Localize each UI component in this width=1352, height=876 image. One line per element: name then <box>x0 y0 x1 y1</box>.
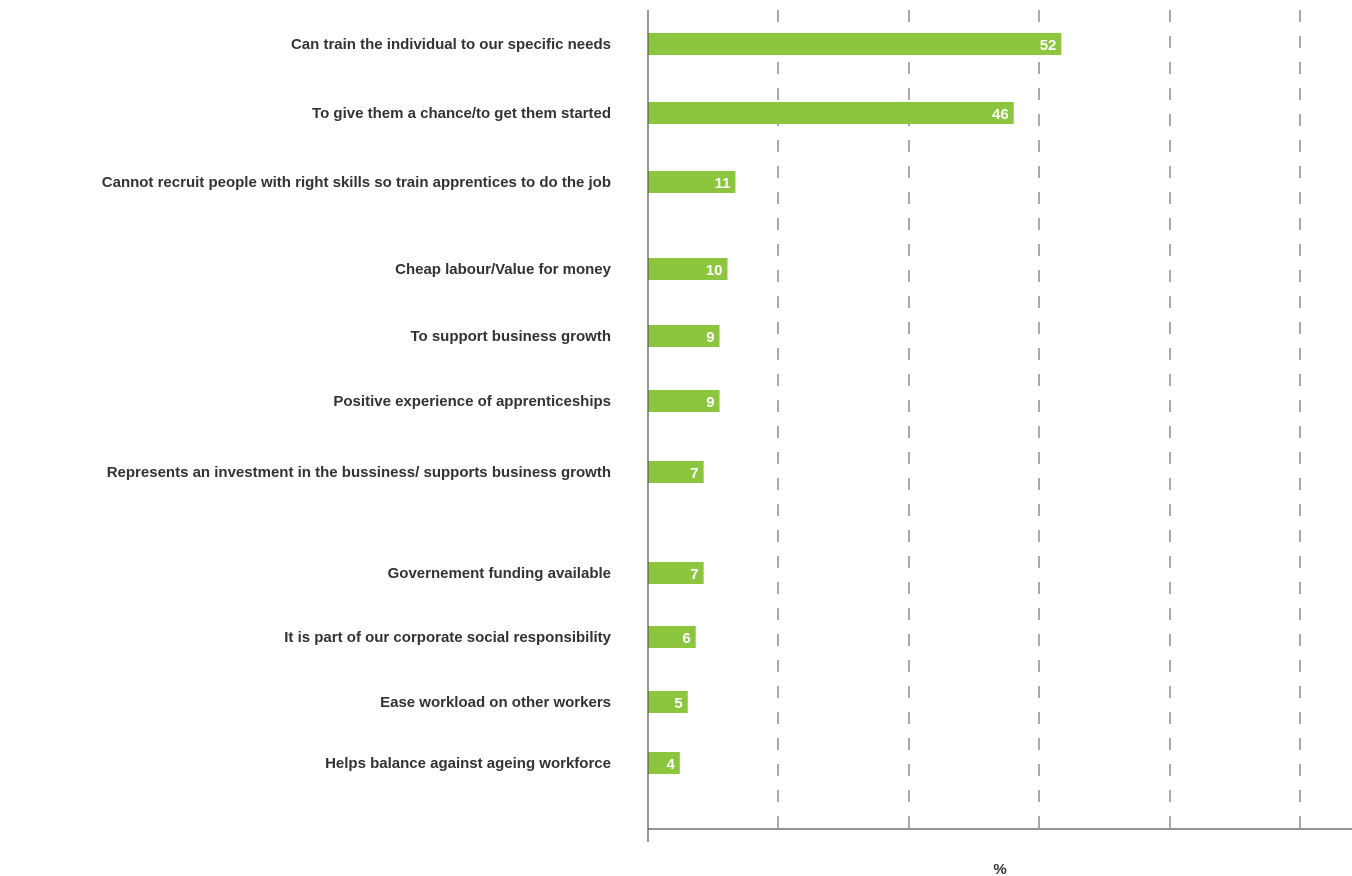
bar-5 <box>648 325 720 347</box>
data-label-4: 10 <box>706 262 723 279</box>
data-label-2: 46 <box>992 106 1009 123</box>
data-label-3: 11 <box>715 175 731 192</box>
data-label-11: 4 <box>666 756 675 773</box>
category-label-9: It is part of our corporate social respo… <box>284 629 611 646</box>
category-label-8: Governement funding available <box>388 565 611 582</box>
bar-11 <box>648 752 680 774</box>
data-label-10: 5 <box>674 695 682 712</box>
category-label-11: Helps balance against ageing workforce <box>325 755 611 772</box>
category-label-3: Cannot recruit people with right skills … <box>102 174 611 191</box>
bar-8 <box>648 562 704 584</box>
bars: 52 46 11 10 9 9 7 7 6 5 4 <box>648 33 1062 774</box>
category-label-5: To support business growth <box>410 328 611 345</box>
x-axis-label: % <box>993 861 1006 876</box>
bar-10 <box>648 691 688 713</box>
bar-6 <box>648 390 720 412</box>
category-label-2: To give them a chance/to get them starte… <box>312 105 611 122</box>
bar-9 <box>648 626 696 648</box>
data-label-6: 9 <box>706 394 714 411</box>
bar-7 <box>648 461 704 483</box>
bar-2 <box>648 102 1014 124</box>
category-labels: Can train the individual to our specific… <box>102 36 612 772</box>
bar-3 <box>648 171 736 193</box>
category-label-6: Positive experience of apprenticeships <box>333 393 611 410</box>
category-label-4: Cheap labour/Value for money <box>395 261 612 278</box>
bar-1 <box>648 33 1062 55</box>
data-label-1: 52 <box>1040 37 1057 54</box>
data-label-5: 9 <box>706 329 714 346</box>
category-label-10: Ease workload on other workers <box>380 694 611 711</box>
data-label-7: 7 <box>690 465 698 482</box>
data-label-8: 7 <box>690 566 698 583</box>
data-label-9: 6 <box>682 630 690 647</box>
category-label-7: Represents an investment in the bussines… <box>107 464 611 481</box>
bar-4 <box>648 258 728 280</box>
category-label-1: Can train the individual to our specific… <box>291 36 611 53</box>
grid-lines <box>777 10 1301 829</box>
